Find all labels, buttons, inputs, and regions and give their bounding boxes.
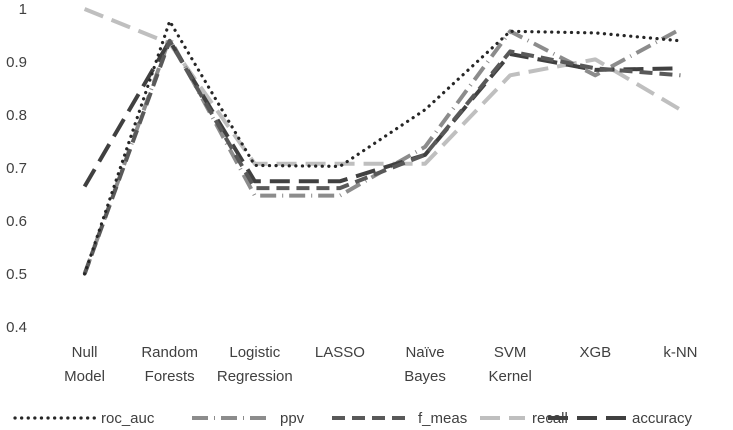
x-tick-label-line: Null bbox=[72, 344, 98, 361]
x-tick-label-line: Bayes bbox=[404, 368, 446, 385]
y-tick-label: 0.6 bbox=[6, 213, 27, 230]
y-tick-label: 0.5 bbox=[6, 266, 27, 283]
x-tick-label-line: Forests bbox=[145, 368, 195, 385]
x-tick-label-line: LASSO bbox=[315, 344, 365, 361]
y-tick-label: 0.8 bbox=[6, 107, 27, 124]
x-tick-label-line: k-NN bbox=[663, 344, 697, 361]
x-tick-label: k-NN bbox=[663, 344, 697, 361]
x-tick-label-line: SVM bbox=[494, 344, 527, 361]
y-tick-label: 1 bbox=[19, 1, 27, 18]
x-tick-label: SVM Kernel bbox=[489, 344, 532, 385]
x-tick-label-line: XGB bbox=[579, 344, 611, 361]
x-tick-label: LASSO bbox=[315, 344, 365, 361]
series-line-f-meas bbox=[82, 38, 681, 275]
legend-label-f-meas: f_meas bbox=[418, 410, 467, 427]
series-line-recall bbox=[83, 7, 682, 166]
x-tick-label-line: Naïve bbox=[405, 344, 444, 361]
x-tick-label: Naïve Bayes bbox=[404, 344, 446, 385]
x-tick-label: Null Model bbox=[64, 344, 105, 385]
x-axis: Null Model Random Forests Logistic Regression… bbox=[64, 344, 697, 385]
x-tick-label-line: Logistic bbox=[229, 344, 280, 361]
series-layer bbox=[82, 7, 683, 276]
x-tick-label-line: Random bbox=[141, 344, 198, 361]
y-tick-label: 0.7 bbox=[6, 160, 27, 177]
legend-label-ppv: ppv bbox=[280, 410, 305, 427]
legend-label-accuracy: accuracy bbox=[632, 410, 693, 427]
y-axis: 0.4 0.5 0.6 0.7 0.8 0.9 1 bbox=[6, 1, 27, 336]
y-tick-label: 0.9 bbox=[6, 54, 27, 71]
x-tick-label: XGB bbox=[579, 344, 611, 361]
x-tick-label: Random Forests bbox=[141, 344, 198, 385]
y-tick-label: 0.4 bbox=[6, 319, 27, 336]
x-tick-label: Logistic Regression bbox=[217, 344, 293, 385]
legend-label-roc-auc: roc_auc bbox=[101, 410, 155, 427]
x-tick-label-line: Regression bbox=[217, 368, 293, 385]
x-tick-label-line: Kernel bbox=[489, 368, 532, 385]
x-tick-label-line: Model bbox=[64, 368, 105, 385]
